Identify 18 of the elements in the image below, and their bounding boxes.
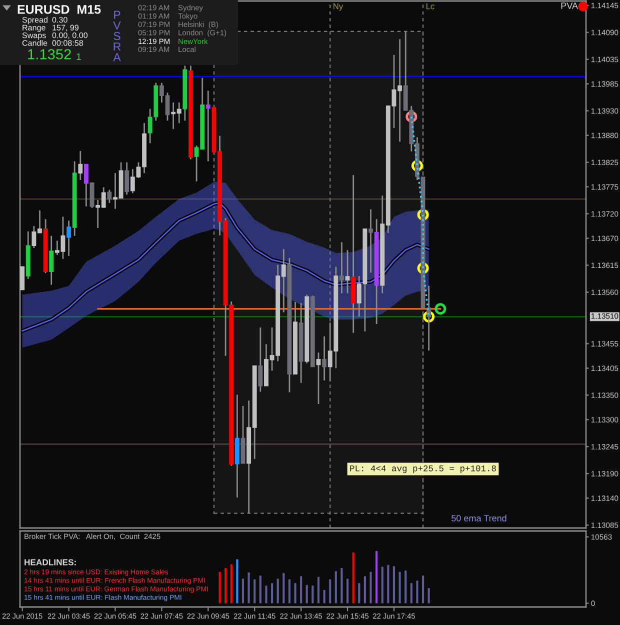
annotation: Swaps bbox=[22, 32, 46, 40]
ref-line-label: Ny bbox=[334, 3, 344, 11]
annotation: 0.30 bbox=[52, 16, 68, 23]
text: EURUSD M15 bbox=[18, 5, 101, 14]
annotation: 1.1352 bbox=[28, 49, 71, 60]
annotation: PVA bbox=[561, 2, 578, 9]
annotation: 1 bbox=[76, 53, 81, 60]
annotation: 00:08:58 bbox=[52, 40, 84, 46]
annotation: 157, 99 bbox=[52, 24, 78, 32]
annotation: HEADLINES: bbox=[24, 559, 76, 566]
ref-line-label: Lc bbox=[426, 3, 434, 10]
annotation: PL: 4<4 avg p+25.5 = p+101.8 bbox=[350, 465, 496, 474]
annotation: PVSRA bbox=[113, 10, 121, 62]
annotation: 50 ema Trend bbox=[452, 514, 506, 522]
annotation: Candle bbox=[22, 40, 48, 46]
annotation: Range bbox=[22, 24, 46, 32]
annotation: Spread bbox=[22, 16, 48, 24]
annotation: 0.00, 0.00 bbox=[52, 32, 88, 40]
